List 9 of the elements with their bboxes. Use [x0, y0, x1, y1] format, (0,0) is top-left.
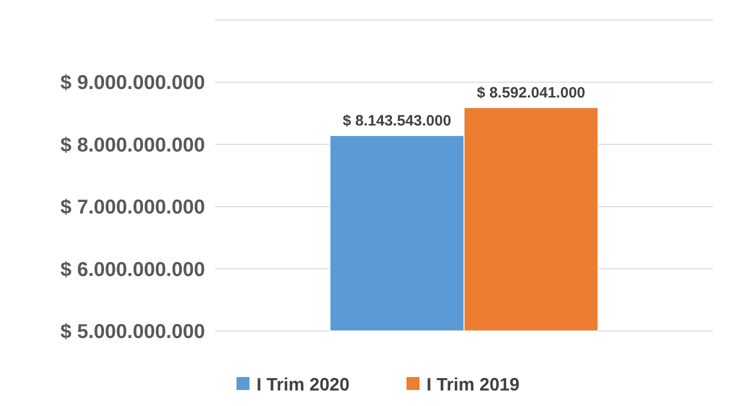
- y-tick-label: $ 5.000.000.000: [60, 321, 205, 343]
- data-label: $ 8.143.543.000: [342, 112, 452, 130]
- data-label: $ 8.592.041.000: [476, 84, 586, 102]
- legend-label: I Trim 2020: [256, 374, 350, 394]
- legend-label: I Trim 2019: [426, 374, 520, 394]
- y-tick-label: $ 8.000.000.000: [60, 134, 205, 156]
- y-tick-label: $ 9.000.000.000: [60, 72, 205, 94]
- y-tick-label: $ 7.000.000.000: [60, 196, 205, 219]
- y-tick-label: $ 6.000.000.000: [60, 258, 205, 281]
